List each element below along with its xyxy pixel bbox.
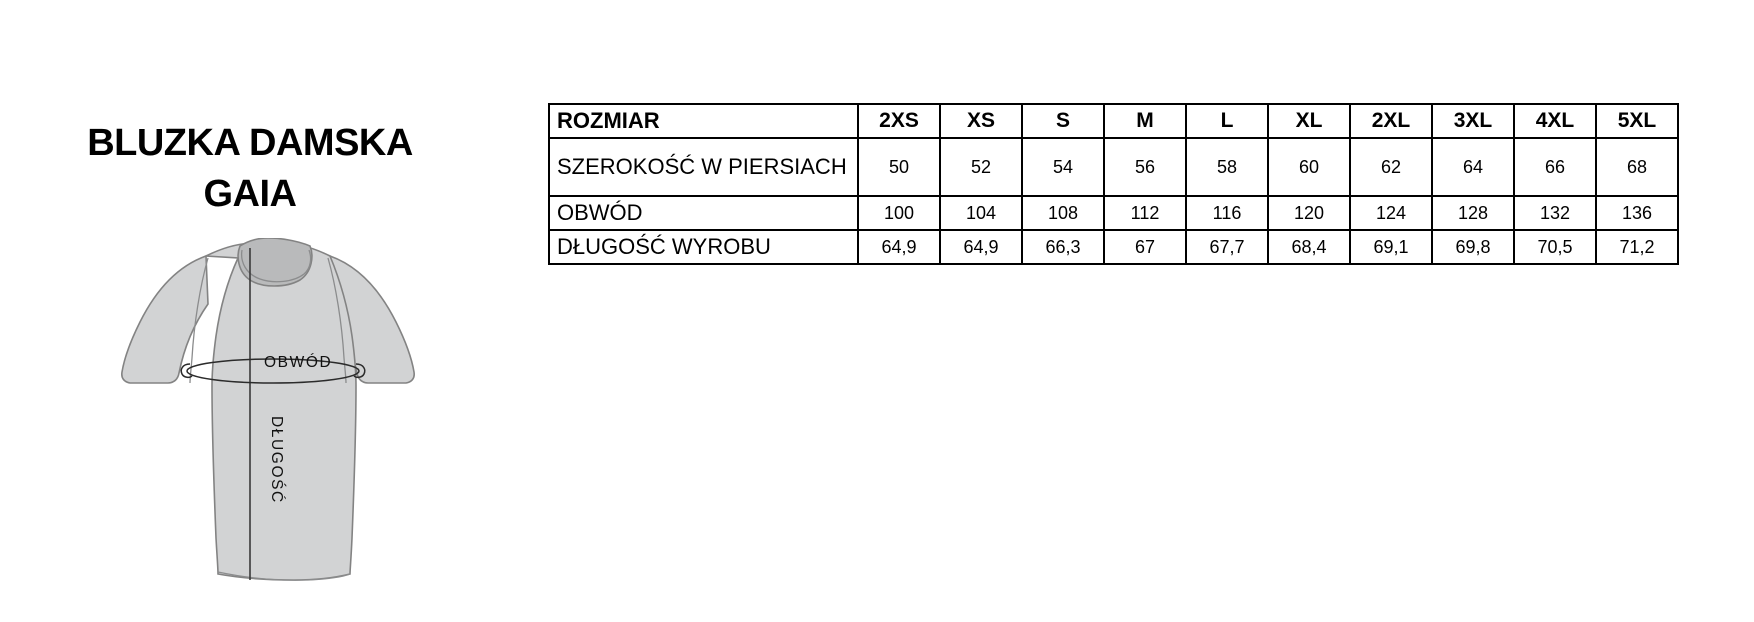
cell-chest-2xs: 50 [857, 137, 941, 197]
header-rozmiar: ROZMIAR [548, 103, 859, 139]
shirt-hem-line [217, 571, 351, 581]
header-size-xs: XS [939, 103, 1023, 139]
cell-len-5xl: 71,2 [1595, 229, 1679, 265]
cell-circ-xl: 120 [1267, 195, 1351, 231]
table-row: DŁUGOŚĆ WYROBU 64,9 64,9 66,3 67 67,7 68… [548, 229, 1679, 265]
header-size-s: S [1021, 103, 1105, 139]
right-armhole-seam [327, 257, 347, 384]
header-size-3xl: 3XL [1431, 103, 1515, 139]
cell-circ-5xl: 136 [1595, 195, 1679, 231]
cell-len-m: 67 [1103, 229, 1187, 265]
product-title-line-2: GAIA [203, 173, 298, 216]
row-label-chest-width: SZEROKOŚĆ W PIERSIACH [548, 137, 859, 197]
cell-circ-2xs: 100 [857, 195, 941, 231]
cell-len-2xs: 64,9 [857, 229, 941, 265]
circumference-measure-ellipse [186, 358, 360, 384]
header-size-4xl: 4XL [1513, 103, 1597, 139]
cell-chest-s: 54 [1021, 137, 1105, 197]
cell-len-xl: 68,4 [1267, 229, 1351, 265]
cell-circ-3xl: 128 [1431, 195, 1515, 231]
header-size-5xl: 5XL [1595, 103, 1679, 139]
cell-circ-l: 116 [1185, 195, 1269, 231]
circumference-label: OBWÓD [264, 354, 332, 371]
cell-len-s: 66,3 [1021, 229, 1105, 265]
cell-chest-l: 58 [1185, 137, 1269, 197]
cell-chest-3xl: 64 [1431, 137, 1515, 197]
circumference-arrow-right [353, 363, 366, 379]
circumference-arrow-left [180, 363, 193, 379]
cell-len-xs: 64,9 [939, 229, 1023, 265]
cell-len-2xl: 69,1 [1349, 229, 1433, 265]
cell-circ-m: 112 [1103, 195, 1187, 231]
header-size-xl: XL [1267, 103, 1351, 139]
cell-circ-xs: 104 [939, 195, 1023, 231]
row-label-circumference: OBWÓD [548, 195, 859, 231]
collar-inner-seam [240, 249, 312, 283]
row-label-product-length: DŁUGOŚĆ WYROBU [548, 229, 859, 265]
length-label: DŁUGOŚĆ [268, 416, 286, 504]
cell-circ-4xl: 132 [1513, 195, 1597, 231]
product-title-line-1: BLUZKA DAMSKA [87, 122, 413, 164]
header-size-m: M [1103, 103, 1187, 139]
table-row: SZEROKOŚĆ W PIERSIACH 50 52 54 56 58 60 … [548, 137, 1679, 197]
table-row: OBWÓD 100 104 108 112 116 120 124 128 13… [548, 195, 1679, 231]
cell-chest-xs: 52 [939, 137, 1023, 197]
product-figure-panel: BLUZKA DAMSKA GAIA [0, 0, 500, 622]
cell-len-3xl: 69,8 [1431, 229, 1515, 265]
cell-chest-m: 56 [1103, 137, 1187, 197]
tshirt-diagram: OBWÓD DŁUGOŚĆ [118, 238, 418, 583]
table-header-row: ROZMIAR 2XS XS S M L XL 2XL 3XL 4XL 5XL [548, 103, 1679, 139]
left-sleeve-shape [121, 254, 209, 384]
shirt-collar-shape [237, 238, 313, 287]
page-title: BLUZKA DAMSKA GAIA [0, 118, 500, 221]
cell-len-4xl: 70,5 [1513, 229, 1597, 265]
header-size-2xs: 2XS [857, 103, 941, 139]
cell-chest-2xl: 62 [1349, 137, 1433, 197]
cell-chest-xl: 60 [1267, 137, 1351, 197]
cell-chest-5xl: 68 [1595, 137, 1679, 197]
cell-len-l: 67,7 [1185, 229, 1269, 265]
cell-chest-4xl: 66 [1513, 137, 1597, 197]
cell-circ-s: 108 [1021, 195, 1105, 231]
shirt-body-shape [202, 242, 357, 581]
cell-circ-2xl: 124 [1349, 195, 1433, 231]
size-chart-table: ROZMIAR 2XS XS S M L XL 2XL 3XL 4XL 5XL … [548, 103, 1679, 265]
header-size-l: L [1185, 103, 1269, 139]
size-chart-table-container: ROZMIAR 2XS XS S M L XL 2XL 3XL 4XL 5XL … [548, 103, 1679, 265]
header-size-2xl: 2XL [1349, 103, 1433, 139]
